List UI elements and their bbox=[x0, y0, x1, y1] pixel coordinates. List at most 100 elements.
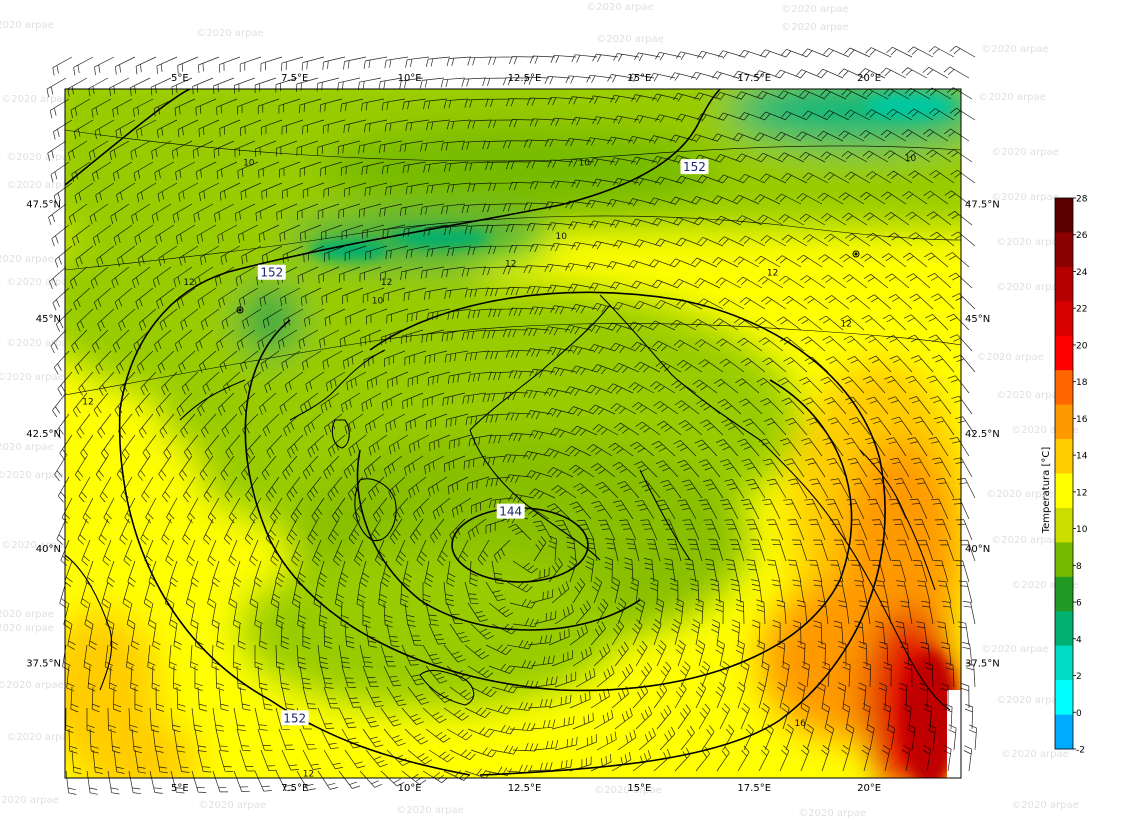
colorbar-tick-label: 18 bbox=[1076, 378, 1088, 388]
colorbar-swatch bbox=[1055, 232, 1073, 268]
watermark-text: ©2020 arpae bbox=[981, 44, 1049, 55]
lat-tick-label-right: 37.5°N bbox=[965, 659, 1000, 670]
watermark-text: ©2020 arpae bbox=[1011, 800, 1079, 811]
watermark-text: ©2020 arpae bbox=[6, 732, 74, 743]
watermark-text: ©2020 arpae bbox=[6, 338, 74, 349]
colorbar-swatch bbox=[1055, 576, 1073, 612]
isotherm-value: 16 bbox=[794, 719, 806, 729]
colorbar-tick-label: 22 bbox=[1076, 305, 1087, 315]
colorbar-swatch bbox=[1055, 404, 1073, 440]
colorbar-tick-label: 20 bbox=[1076, 341, 1088, 351]
watermark-text: ©2020 arpae bbox=[6, 180, 74, 191]
colorbar-swatch bbox=[1055, 473, 1073, 509]
watermark-text: ©2020 arpae bbox=[0, 609, 54, 620]
lon-tick-label-bottom: 5°E bbox=[171, 783, 189, 794]
lat-tick-label-right: 45°N bbox=[965, 314, 990, 325]
watermark-text: ©2020 arpae bbox=[586, 2, 654, 13]
watermark-text: ©2020 arpae bbox=[981, 644, 1049, 655]
colorbar-swatch bbox=[1055, 439, 1073, 474]
watermark-text: ©2020 arpae bbox=[991, 147, 1059, 158]
isotherm-value: 12 bbox=[303, 769, 314, 779]
lat-tick-label-left: 37.5°N bbox=[26, 659, 61, 670]
geopotential-value: 152 bbox=[283, 711, 306, 725]
lon-tick-label-bottom: 17.5°E bbox=[737, 783, 771, 794]
geopotential-value: 152 bbox=[260, 266, 283, 280]
colorbar-swatch bbox=[1055, 680, 1073, 715]
lon-tick-label-top: 20°E bbox=[857, 73, 881, 84]
watermark-text: ©2020 arpae bbox=[596, 34, 664, 45]
colorbar-tick-label: 12 bbox=[1076, 488, 1087, 498]
geopotential-value: 152 bbox=[683, 160, 706, 174]
colorbar-tick-label: 10 bbox=[1076, 525, 1088, 535]
geopotential-value: 144 bbox=[499, 505, 522, 519]
isotherm-value: 12 bbox=[381, 278, 392, 288]
geopotential-label: 152 bbox=[680, 159, 709, 175]
colorbar-tick-label: 0 bbox=[1076, 709, 1082, 719]
watermark-text: ©2020 arpae bbox=[996, 282, 1064, 293]
watermark-text: ©2020 arpae bbox=[781, 22, 849, 33]
watermark-text: ©2020 arpae bbox=[0, 20, 54, 31]
watermark-text: ©2020 arpae bbox=[996, 390, 1064, 401]
colorbar-swatch bbox=[1055, 611, 1073, 646]
isotherms bbox=[65, 129, 961, 396]
colorbar-swatch bbox=[1055, 370, 1073, 405]
colorbar-swatch bbox=[1055, 266, 1073, 302]
lon-tick-label-bottom: 20°E bbox=[857, 783, 881, 794]
longitude-labels-bottom: 5°E 7.5°E 10°E 12.5°E 15°E 17.5°E 20°E bbox=[171, 783, 881, 794]
colorbar-swatch bbox=[1055, 301, 1073, 337]
colorbar-swatch bbox=[1055, 335, 1073, 371]
isotherm-value: 10 bbox=[556, 232, 568, 242]
latitude-labels-left: 47.5°N 45°N 42.5°N 40°N 37.5°N bbox=[26, 199, 61, 669]
lon-tick-label-top: 12.5°E bbox=[508, 73, 542, 84]
isotherm-value: 10 bbox=[243, 158, 255, 168]
lat-tick-label-right: 40°N bbox=[965, 544, 990, 555]
longitude-labels-top: 5°E 7.5°E 10°E 12.5°E 15°E 17.5°E 20°E bbox=[171, 73, 881, 84]
watermark-text: ©2020 arpae bbox=[0, 795, 59, 806]
watermark-text: ©2020 arpae bbox=[0, 680, 64, 691]
geopotential-label: 152 bbox=[257, 264, 286, 280]
watermark-text: ©2020 arpae bbox=[986, 489, 1054, 500]
watermark-text: ©2020 arpae bbox=[198, 800, 266, 811]
lon-tick-label-top: 7.5°E bbox=[281, 73, 308, 84]
watermark-text: ©2020 arpae bbox=[196, 28, 264, 39]
lon-tick-label-bottom: 12.5°E bbox=[508, 783, 542, 794]
watermark-text: ©2020 arpae bbox=[991, 535, 1059, 546]
latitude-labels-right: 47.5°N 45°N 42.5°N 40°N 37.5°N bbox=[965, 199, 1000, 669]
watermark-text: ©2020 arpae bbox=[1, 540, 69, 551]
colorbar-swatch bbox=[1055, 714, 1073, 750]
watermark-text: ©2020 arpae bbox=[1011, 425, 1079, 436]
lat-tick-label-left: 40°N bbox=[36, 544, 61, 555]
colorbar-swatch bbox=[1055, 542, 1073, 578]
geopotential-labels: 152 152 144 152 bbox=[257, 159, 709, 726]
colorbar-tick-label: 28 bbox=[1076, 195, 1088, 205]
watermark-text: ©2020 arpae bbox=[781, 4, 849, 15]
isotherm-value: 12 bbox=[183, 278, 194, 288]
watermark-text: ©2020 arpae bbox=[976, 352, 1044, 363]
map-frame bbox=[64, 88, 962, 779]
isotherm-labels: 10 10 10 10 12 12 10 12 12 12 12 12 16 bbox=[82, 154, 916, 780]
watermark-text: ©2020 arpae bbox=[996, 695, 1064, 706]
watermark-text: ©2020 arpae bbox=[0, 372, 64, 383]
isotherm-value: 10 bbox=[372, 296, 384, 306]
colorbar-swatch bbox=[1055, 645, 1073, 681]
lon-tick-label-top: 17.5°E bbox=[737, 73, 771, 84]
colorbar-tick-label: 8 bbox=[1076, 562, 1082, 572]
isotherm-value: 12 bbox=[505, 260, 516, 270]
watermark-text: ©2020 arpae bbox=[594, 785, 662, 796]
wind-barbs bbox=[46, 45, 977, 795]
colorbar-swatch bbox=[1055, 507, 1073, 543]
isotherm-value: 10 bbox=[578, 158, 590, 168]
geopotential-label: 152 bbox=[280, 710, 309, 726]
watermark-text: ©2020 arpae bbox=[0, 470, 64, 481]
colorbar-tick-label: 6 bbox=[1076, 599, 1082, 609]
lat-tick-label-right: 42.5°N bbox=[965, 429, 1000, 440]
colorbar-label: Temperatura [°C] bbox=[1041, 447, 1052, 535]
isotherm-value: 12 bbox=[840, 319, 851, 329]
geopotential-label: 144 bbox=[496, 503, 525, 519]
lon-tick-label-top: 5°E bbox=[171, 73, 189, 84]
watermark-text: ©2020 arpae bbox=[1001, 749, 1069, 760]
colorbar-tick-label: 14 bbox=[1076, 452, 1088, 462]
colorbar-tick-label: 2 bbox=[1076, 672, 1082, 682]
